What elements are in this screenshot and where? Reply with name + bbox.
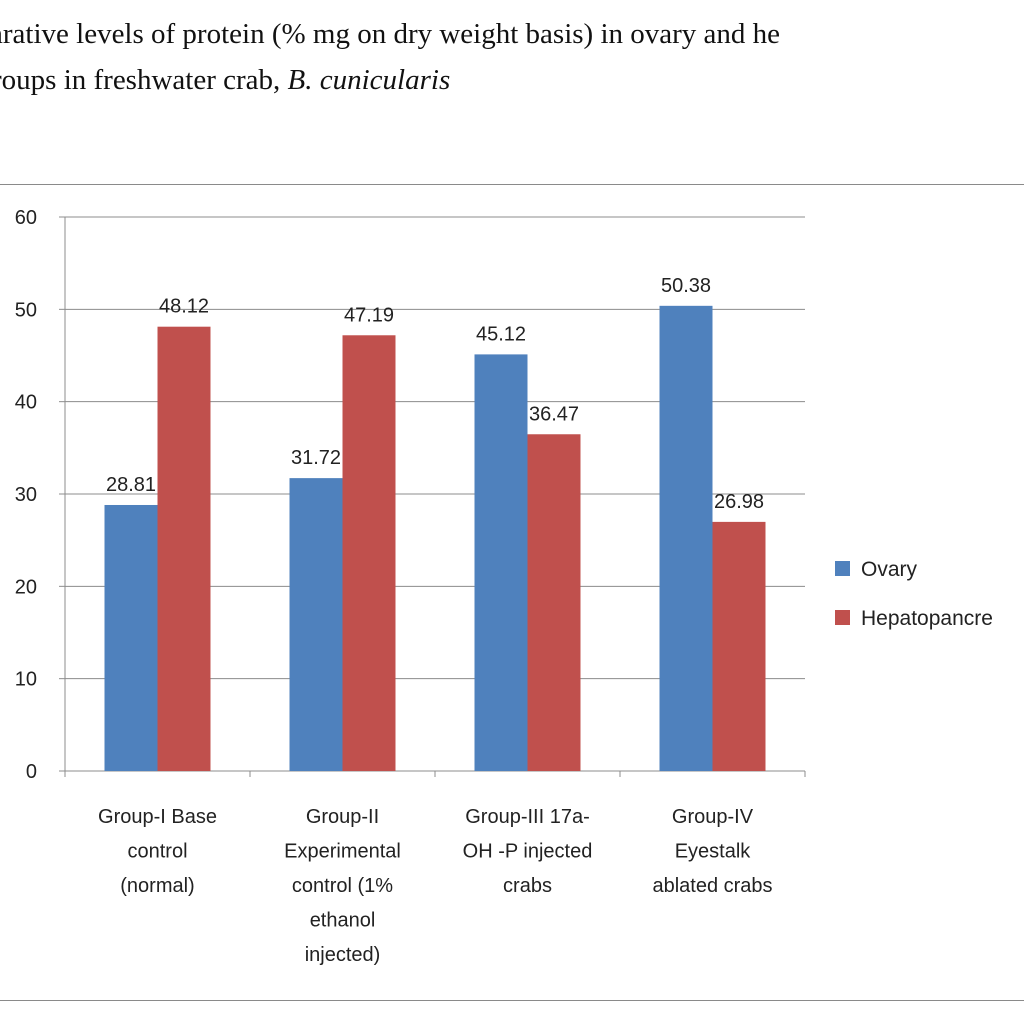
x-category-label-line: control [127,841,187,863]
caption-line-2: roups in freshwater crab, B. cunicularis [0,64,450,97]
bar-hepatopancreas [527,434,581,771]
x-category-label-line: Group-II [306,806,379,828]
bar-hepatopancreas [157,326,211,771]
bar-ovary [474,354,528,771]
x-category-label: Group-I Base control (normal) [98,806,217,897]
caption-line-1: arative levels of protein (% mg on dry w… [0,18,781,50]
y-tick-label: 30 [15,484,37,506]
data-label: 47.19 [344,304,394,326]
bar-hepatopancreas [342,335,396,771]
bar-ovary [289,478,343,771]
bar-ovary [104,504,158,771]
data-label: 26.98 [714,491,764,513]
chart-frame-bottom-border [0,1000,1024,1001]
x-category-label-line: ablated crabs [652,875,772,897]
data-label: 48.12 [159,296,209,318]
data-label: 28.81 [106,474,156,496]
y-tick-label: 50 [15,299,37,321]
legend-label: Ovary [861,558,918,581]
x-category-label-line: Eyestalk [675,841,752,863]
x-category-label-line: Group-III 17a- [465,806,590,828]
x-category-label-line: crabs [503,875,552,897]
x-category-label: Group-III 17a- OH -P injected crabs [463,806,593,897]
bar-hepatopancreas [712,521,766,771]
x-category-label-line: control (1% [292,875,393,897]
chart-frame-top-border [0,184,1024,185]
x-category-label-line: injected) [305,944,381,966]
x-category-label: Group-IV Eyestalk ablated crabs [652,806,772,897]
data-label: 45.12 [476,323,526,345]
data-label: 31.72 [291,447,341,469]
figure-caption: arative levels of protein (% mg on dry w… [0,0,1024,180]
x-category-label-line: (normal) [120,875,194,897]
x-category-label-line: Group-IV [672,806,754,828]
caption-species: B. cunicularis [287,64,451,96]
y-tick-label: 20 [15,576,37,598]
legend-label: Hepatopancre [861,607,993,630]
x-category-label: Group-II Experimental control (1% ethanol in… [284,806,401,966]
x-category-label-line: Group-I Base [98,806,217,828]
data-label: 50.38 [661,275,711,297]
x-category-label-line: Experimental [284,841,401,863]
data-label: 36.47 [529,403,579,425]
y-tick-label: 0 [26,761,37,783]
y-tick-label: 10 [15,669,37,691]
caption-line-2-text: roups in freshwater crab, [0,64,288,96]
legend-swatch-ovary [835,561,850,576]
legend-swatch-hepatopancreas [835,610,850,625]
bar-ovary [659,305,713,771]
y-tick-label: 60 [15,207,37,229]
x-category-label-line: ethanol [310,910,376,932]
y-tick-label: 40 [15,392,37,414]
x-category-label-line: OH -P injected [463,841,593,863]
